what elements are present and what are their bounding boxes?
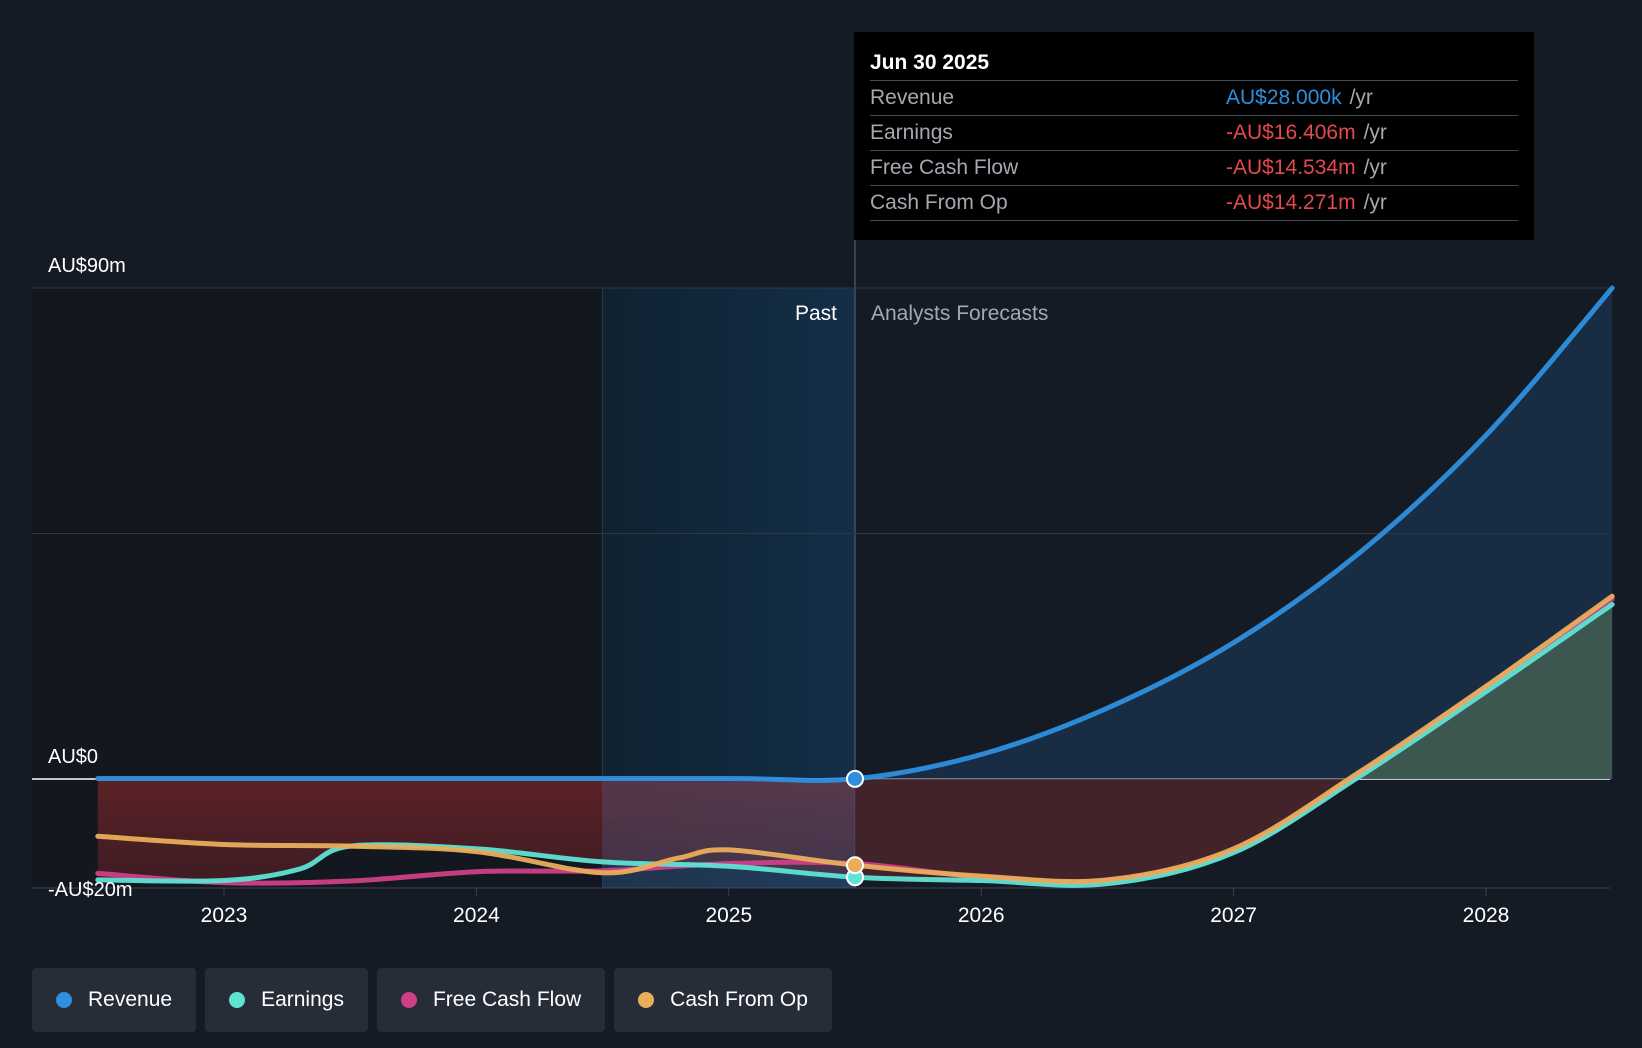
tooltip-row-earnings: Earnings -AU$16.406m/yr [870, 116, 1518, 151]
revenue-dot-icon [56, 992, 72, 1008]
tooltip-value-text: -AU$14.534m [1226, 156, 1356, 179]
legend-label: Free Cash Flow [432, 988, 582, 1011]
earnings-dot-icon [229, 992, 246, 1008]
tooltip-unit: /yr [1363, 191, 1387, 214]
series-line-cash-from-op [95, 593, 1615, 885]
legend-item-free-cash-flow[interactable]: Free Cash Flow [376, 968, 606, 1032]
legend-label: Cash From Op [670, 988, 808, 1011]
legend: Revenue Earnings Free Cash Flow Cash Fro… [32, 968, 832, 1032]
legend-label: Revenue [88, 988, 173, 1011]
x-tick-label: 2027 [1210, 904, 1257, 927]
tooltip-row-free-cash-flow: Free Cash Flow -AU$14.534m/yr [870, 151, 1518, 186]
y-tick-label: AU$0 [48, 746, 98, 768]
tooltip-row-revenue: Revenue AU$28.000k/yr [870, 81, 1518, 116]
x-tick-label: 2025 [705, 904, 752, 927]
x-tick-label: 2024 [453, 904, 500, 927]
earnings-positive-area [97, 604, 1613, 779]
tooltip-value-text: -AU$16.406m [1226, 121, 1356, 144]
chart: Past Analysts Forecasts AU$90m AU$0 -AU$20m 2… [32, 240, 1615, 927]
highlight-band-overlay [602, 779, 855, 888]
x-tick-label: 2023 [201, 904, 248, 927]
tooltip-value: -AU$14.534m/yr [1226, 151, 1387, 185]
legend-item-earnings[interactable]: Earnings [205, 968, 368, 1032]
tooltip-label: Earnings [870, 121, 953, 144]
tooltip-label: Revenue [870, 86, 955, 109]
x-tick-label: 2028 [1463, 904, 1510, 927]
tooltip-value: AU$28.000k/yr [1226, 81, 1373, 115]
tooltip-value: -AU$14.271m/yr [1226, 186, 1387, 220]
tooltip-unit: /yr [1349, 86, 1373, 109]
tooltip: Jun 30 2025 Revenue AU$28.000k/yr Earnin… [854, 32, 1534, 240]
legend-item-revenue[interactable]: Revenue [32, 968, 197, 1032]
revenue-area [97, 288, 1613, 781]
point-revenue [846, 769, 864, 788]
loss-area-forecast [855, 779, 1613, 886]
point-cash-from-op [846, 856, 864, 875]
tooltip-unit: /yr [1363, 156, 1387, 179]
tooltip-value-text: -AU$14.271m [1226, 191, 1356, 214]
tooltip-label: Free Cash Flow [870, 156, 1019, 179]
legend-item-cash-from-op[interactable]: Cash From Op [614, 968, 832, 1032]
tooltip-label: Cash From Op [870, 191, 1008, 214]
y-tick-label: -AU$20m [48, 879, 132, 901]
past-label: Past [795, 302, 837, 325]
free-cash-flow-dot-icon [400, 992, 417, 1008]
legend-label: Earnings [261, 988, 344, 1011]
series-line-earnings [95, 601, 1615, 888]
forecast-label: Analysts Forecasts [871, 302, 1048, 325]
series-line-revenue [95, 285, 1615, 783]
cash-from-op-dot-icon [638, 992, 655, 1008]
tooltip-unit: /yr [1363, 121, 1387, 144]
loss-area-past [97, 779, 855, 882]
tooltip-row-cash-from-op: Cash From Op -AU$14.271m/yr [870, 186, 1518, 221]
tooltip-value-text: AU$28.000k [1226, 86, 1342, 109]
tooltip-value: -AU$16.406m/yr [1226, 116, 1387, 150]
tooltip-date: Jun 30 2025 [870, 46, 1518, 81]
y-tick-label: AU$90m [48, 255, 126, 277]
x-tick-label: 2026 [958, 904, 1005, 927]
